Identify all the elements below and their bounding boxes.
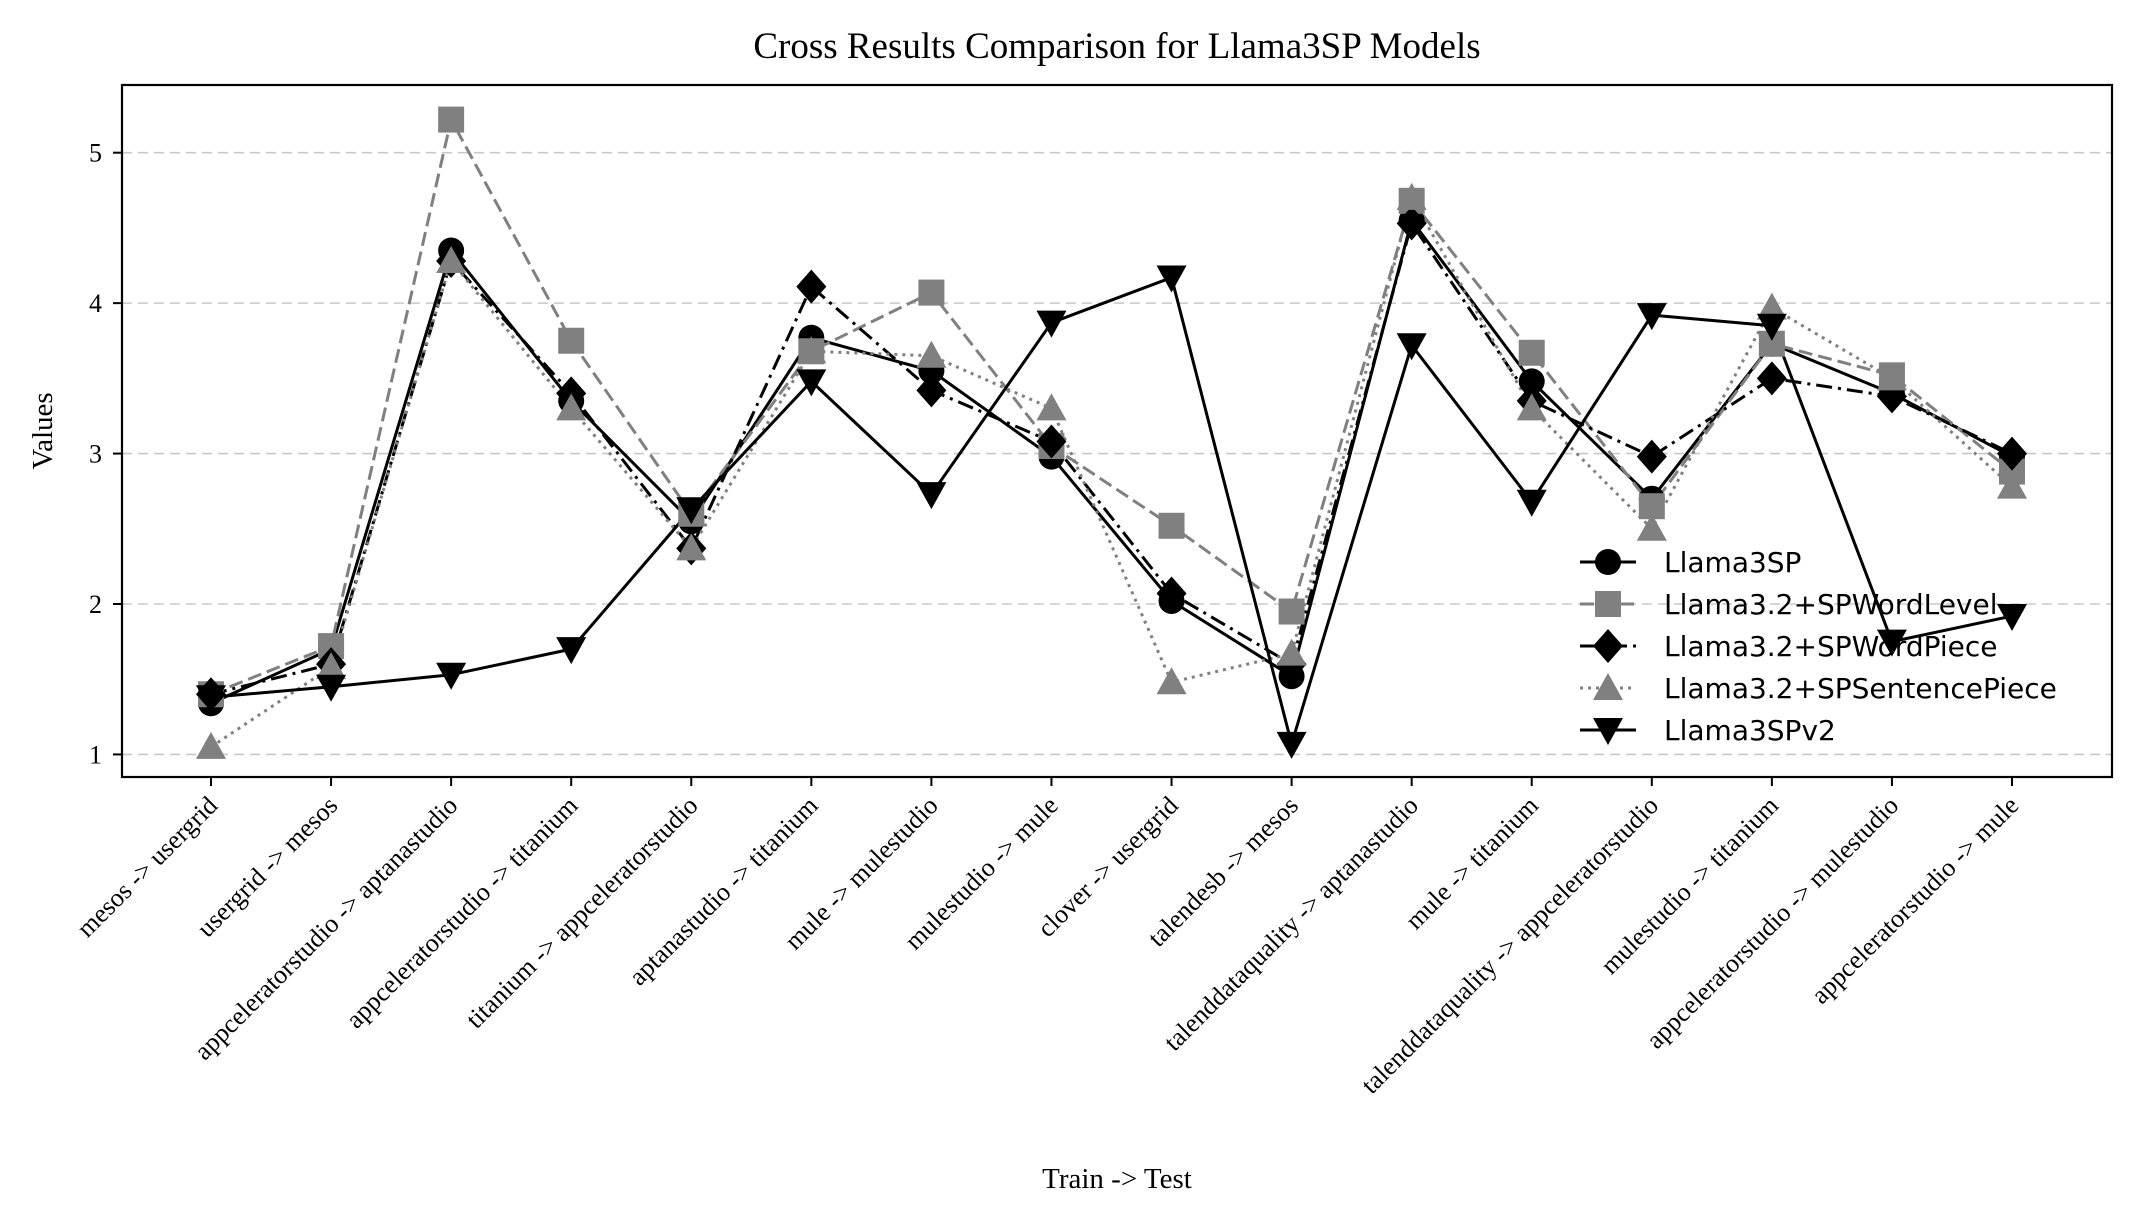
- x-axis-label: Train -> Test: [1042, 1163, 1192, 1195]
- data-point: [436, 246, 467, 274]
- grid-lines: [122, 151, 2112, 756]
- plot-area-frame: [120, 83, 2114, 779]
- legend-marker: [1595, 549, 1621, 575]
- data-point: [1276, 731, 1307, 759]
- data-point: [438, 106, 465, 133]
- data-point: [1396, 206, 1427, 241]
- y-tick-label: 2: [89, 590, 102, 619]
- data-point: [556, 376, 587, 411]
- y-tick-label: 4: [89, 289, 102, 318]
- data-point: [1278, 598, 1305, 625]
- data-point: [1997, 604, 2027, 632]
- data-point: [796, 369, 827, 397]
- y-tick-label: 5: [89, 139, 102, 168]
- data-point: [1756, 313, 1787, 341]
- data-point: [556, 637, 587, 665]
- y-axis-label: Values: [27, 392, 59, 469]
- legend-label: Llama3.2+SPWordLevel: [1664, 588, 1998, 621]
- legend-marker: [1593, 629, 1623, 663]
- legend-marker: [1593, 673, 1623, 700]
- data-point: [436, 662, 467, 690]
- data-point: [916, 340, 947, 368]
- legend-label: Llama3.2+SPWordPiece: [1664, 630, 1997, 663]
- data-point: [196, 685, 226, 713]
- legend-label: Llama3SPv2: [1664, 714, 1836, 747]
- legend: Llama3SP Llama3.2+SPWordLevel Llama3.2+SPW…: [1580, 546, 2057, 747]
- y-axis: 1 2 3 4 5: [89, 139, 122, 769]
- data-point: [1756, 361, 1787, 396]
- legend-marker: [1595, 591, 1621, 617]
- chart-title: Cross Results Comparison for Llama3SP Mo…: [753, 26, 1480, 67]
- data-point: [1636, 513, 1667, 541]
- data-point: [1997, 471, 2027, 499]
- series-line: [210, 196, 2014, 749]
- data-point: [1156, 667, 1187, 695]
- data-point: [1516, 393, 1547, 421]
- legend-label: Llama3SP: [1664, 546, 1801, 579]
- data-point: [316, 674, 347, 702]
- legend-marker: [1593, 718, 1623, 745]
- data-point: [1156, 576, 1187, 611]
- data-point: [1518, 368, 1545, 395]
- y-tick-label: 1: [89, 740, 102, 769]
- data-point: [676, 533, 707, 561]
- data-point: [196, 731, 226, 759]
- data-point: [916, 373, 947, 408]
- data-point: [1636, 303, 1667, 331]
- data-point: [1036, 424, 1067, 459]
- data-point: [1156, 265, 1187, 293]
- data-point: [1636, 439, 1667, 474]
- data-point: [918, 279, 945, 306]
- data-point: [1516, 489, 1547, 517]
- data-point: [1276, 638, 1307, 666]
- data-point: [558, 327, 585, 354]
- data-point: [1036, 310, 1067, 338]
- legend-label: Llama3.2+SPSentencePiece: [1664, 672, 2057, 705]
- series-markers: [196, 106, 2027, 759]
- data-point: [1396, 182, 1427, 210]
- data-point: [1756, 292, 1787, 320]
- data-point: [1876, 363, 1907, 391]
- data-point: [796, 336, 827, 364]
- series-line: [210, 276, 2013, 746]
- data-point: [1396, 333, 1427, 361]
- data-point: [1036, 393, 1067, 421]
- series-line: [210, 118, 2013, 696]
- series-lines: [210, 118, 2014, 749]
- data-point: [796, 269, 827, 304]
- data-point: [556, 393, 587, 421]
- data-point: [316, 652, 347, 680]
- data-point: [1997, 436, 2027, 471]
- data-point: [1158, 512, 1185, 539]
- data-point: [676, 497, 707, 525]
- data-point: [1518, 339, 1545, 366]
- data-point: [916, 482, 947, 510]
- y-tick-label: 3: [89, 440, 102, 469]
- data-point: [1876, 629, 1907, 657]
